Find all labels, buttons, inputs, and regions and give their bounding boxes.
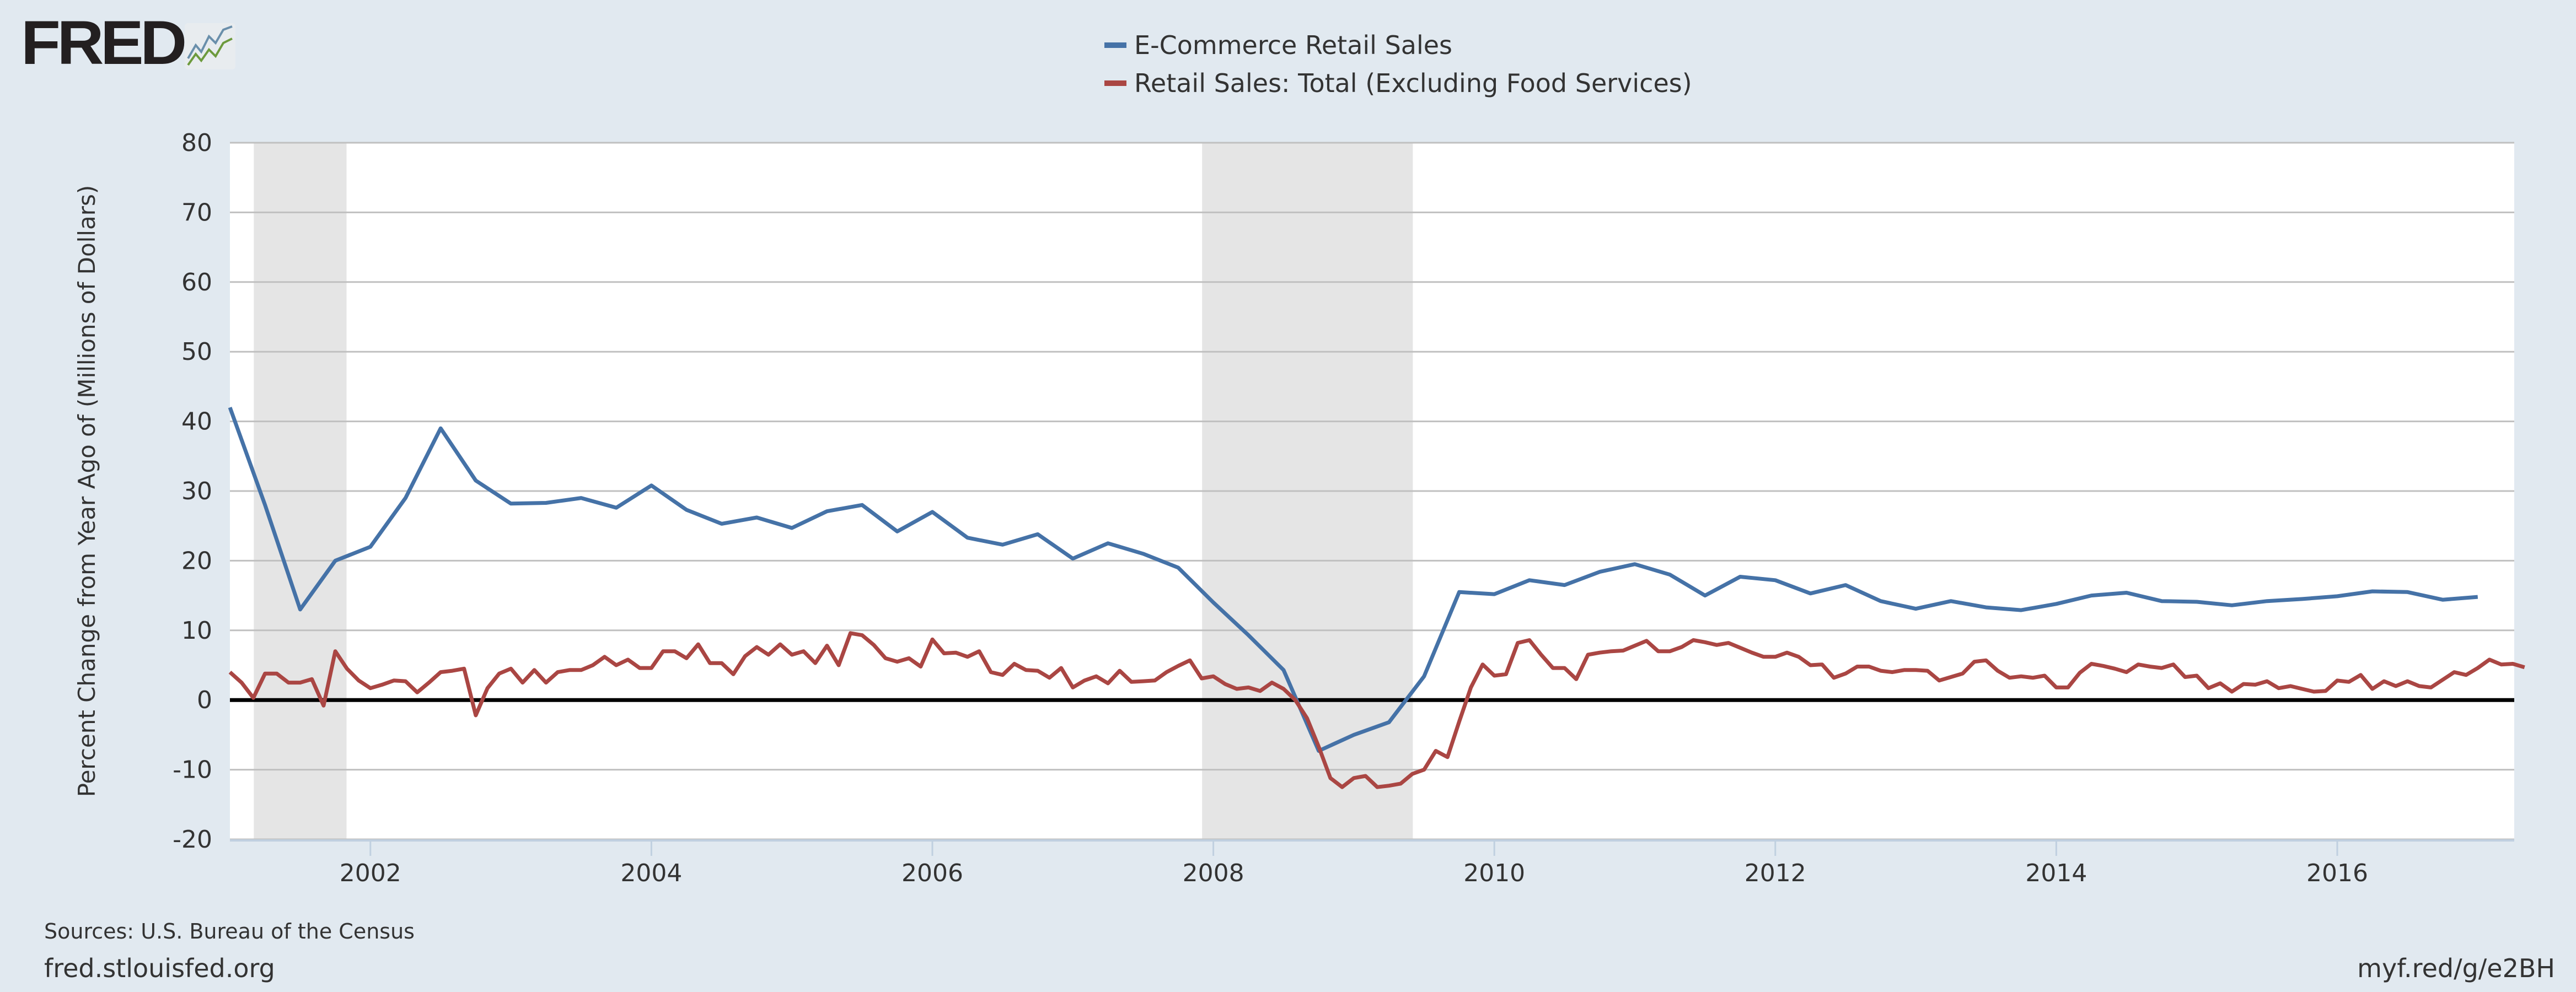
legend-label-retail: Retail Sales: Total (Excluding Food Serv… [1134,68,1692,98]
x-tick-label: 2012 [1745,859,1806,887]
y-axis-label: Percent Change from Year Ago of (Million… [73,185,100,797]
y-tick-label: 30 [181,477,212,505]
y-tick-label: -20 [173,826,212,854]
sources-note: Sources: U.S. Bureau of the Census [44,919,415,944]
y-tick-label: -10 [173,756,212,784]
y-tick-label: 80 [181,129,212,157]
x-tick-label: 2008 [1183,859,1244,887]
y-tick-label: 40 [181,408,212,436]
x-tick-label: 2002 [340,859,401,887]
series-line-retail-sales [228,631,2525,789]
legend-swatch-ecommerce [1104,42,1126,48]
legend-label-ecommerce: E-Commerce Retail Sales [1134,30,1452,60]
y-tick-label: 20 [181,547,212,575]
fred-logo[interactable]: FRED [21,8,235,77]
x-tick-label: 2004 [620,859,682,887]
short-url-link[interactable]: myf.red/g/e2BH [2357,953,2555,983]
series-line-ecommerce [228,407,2478,753]
x-tick-label: 2006 [901,859,963,887]
legend-swatch-retail [1104,80,1126,86]
legend-item-retail[interactable]: Retail Sales: Total (Excluding Food Serv… [1104,68,1692,98]
y-tick-label: 70 [181,198,212,227]
y-tick-label: 10 [181,617,212,645]
fred-logo-text: FRED [21,8,187,77]
y-tick-label: 60 [181,268,212,296]
x-tick-label: 2016 [2306,859,2368,887]
chart-logo-icon [184,23,235,69]
site-link[interactable]: fred.stlouisfed.org [44,953,275,983]
legend-item-ecommerce[interactable]: E-Commerce Retail Sales [1104,30,1452,60]
x-tick-label: 2010 [1463,859,1525,887]
y-tick-label: 0 [197,686,212,714]
x-tick-label: 2014 [2025,859,2087,887]
y-tick-label: 50 [181,338,212,366]
